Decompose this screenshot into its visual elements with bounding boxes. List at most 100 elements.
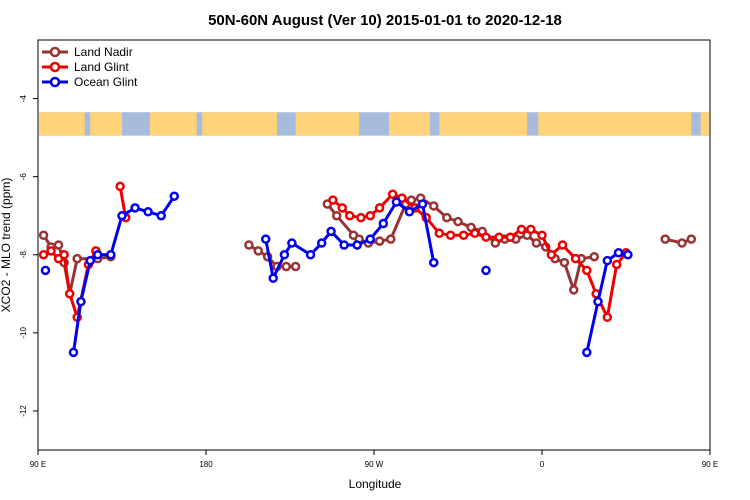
data-point [428, 257, 439, 268]
data-point [559, 257, 570, 268]
map-band-land [439, 112, 528, 136]
data-point [470, 228, 480, 239]
data-point [387, 189, 398, 199]
data-point [328, 195, 338, 205]
data-point [516, 224, 527, 235]
series-layer [38, 181, 697, 358]
map-band-land [700, 112, 709, 136]
legend-label: Land Glint [74, 60, 129, 74]
data-point [445, 230, 456, 240]
y-tick-label: -10 [19, 327, 28, 339]
series-line [72, 195, 176, 353]
map-band [39, 112, 709, 136]
data-point [660, 234, 670, 244]
data-point [386, 234, 396, 244]
data-point [344, 210, 355, 221]
data-point [316, 238, 327, 248]
y-tick-label: -4 [19, 94, 28, 102]
legend-marker [49, 76, 61, 88]
data-point [76, 296, 86, 307]
data-point [374, 203, 385, 213]
data-point [593, 296, 603, 307]
map-band-land [538, 112, 692, 136]
data-point [268, 273, 278, 283]
x-axis: 90 E 180 90 W 0 90 E [30, 450, 718, 469]
data-point [331, 210, 342, 221]
y-tick-label: -8 [19, 251, 28, 259]
data-point [305, 250, 316, 260]
data-point [391, 197, 402, 207]
legend-label: Ocean Glint [74, 75, 138, 89]
data-point [72, 253, 82, 264]
data-point [46, 246, 56, 256]
x-tick-label: 0 [540, 460, 545, 469]
data-point [337, 203, 348, 213]
data-point [417, 199, 428, 209]
series-line [585, 251, 629, 353]
data-point [458, 230, 469, 240]
series-land-glint [38, 181, 631, 322]
data-point [287, 238, 297, 248]
data-point [686, 234, 697, 244]
map-band-land [202, 112, 277, 136]
data-point [428, 201, 439, 211]
data-point [434, 228, 445, 239]
x-tick-label: 180 [199, 460, 213, 469]
data-point [290, 261, 301, 272]
data-point [568, 285, 579, 295]
data-point [85, 255, 96, 266]
data-point [38, 250, 49, 260]
data-point [68, 347, 79, 358]
data-point [613, 248, 624, 258]
data-point [602, 312, 613, 322]
data-point [130, 203, 140, 213]
data-point [115, 181, 125, 192]
data-point [531, 238, 542, 248]
data-point [611, 259, 622, 270]
data-point [92, 250, 103, 260]
x-tick-label: 90 E [702, 460, 718, 469]
data-point [378, 218, 389, 229]
data-point [481, 265, 491, 276]
data-point [352, 240, 362, 250]
map-band-land [90, 112, 122, 136]
map-band-land [388, 112, 430, 136]
data-point [453, 216, 463, 227]
data-point [143, 207, 153, 217]
data-point [526, 224, 536, 235]
data-point [156, 210, 166, 221]
data-point [339, 240, 349, 250]
data-point [481, 232, 491, 242]
y-axis-label: XCO2 - MLO trend (ppm) [0, 178, 13, 313]
data-point [505, 232, 516, 242]
x-tick-label: 90 W [365, 460, 384, 469]
data-point [40, 265, 51, 276]
data-point [281, 261, 292, 272]
map-band-land [39, 112, 85, 136]
y-tick-label: -12 [19, 405, 28, 417]
data-point [537, 230, 547, 240]
plot-frame [37, 39, 711, 451]
x-axis-label: Longitude [349, 477, 402, 491]
legend-label: Land Nadir [74, 45, 133, 59]
chart-title: 50N-60N August (Ver 10) 2015-01-01 to 20… [208, 12, 562, 29]
data-point [570, 253, 581, 264]
data-point [677, 238, 687, 248]
data-point [602, 255, 613, 266]
data-point [557, 240, 568, 250]
data-point [356, 212, 366, 223]
legend-marker [49, 46, 61, 58]
data-point [582, 347, 592, 358]
data-point [326, 226, 336, 237]
data-point [365, 210, 376, 221]
data-point [279, 250, 290, 260]
data-point [494, 232, 504, 242]
data-point [589, 251, 600, 262]
map-band-land [150, 112, 197, 136]
data-point [117, 210, 127, 221]
data-point [374, 236, 385, 246]
data-point [365, 234, 376, 244]
data-point [260, 234, 271, 244]
data-point [59, 250, 69, 260]
